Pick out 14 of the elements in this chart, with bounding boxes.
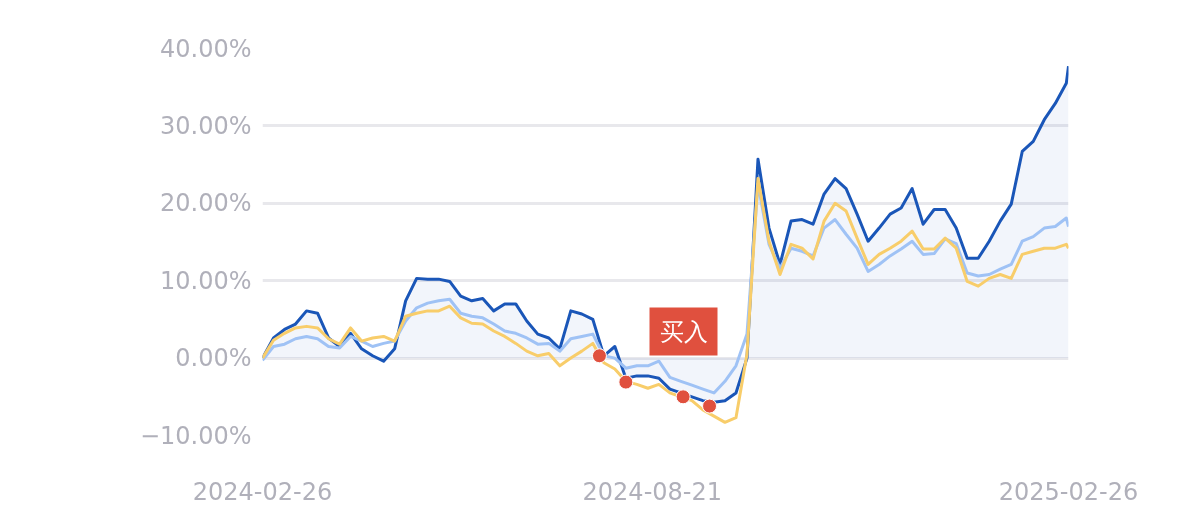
y-tick-label: −10.00% <box>139 421 252 450</box>
point <box>675 389 691 405</box>
point <box>591 348 607 364</box>
y-tick-label: 20.00% <box>159 189 252 218</box>
annotation: 买入 <box>659 317 708 346</box>
y-tick-label: 10.00% <box>159 266 252 295</box>
x-tick-label: 2024-08-21 <box>582 477 723 506</box>
y-tick-label: 0.00% <box>175 344 252 373</box>
point <box>618 374 634 390</box>
x-tick-label: 2025-02-26 <box>998 477 1139 506</box>
point <box>702 398 718 414</box>
y-tick-label: 30.00% <box>159 111 252 140</box>
y-tick-label: 40.00% <box>159 34 252 63</box>
x-tick-label: 2024-02-26 <box>192 477 333 506</box>
